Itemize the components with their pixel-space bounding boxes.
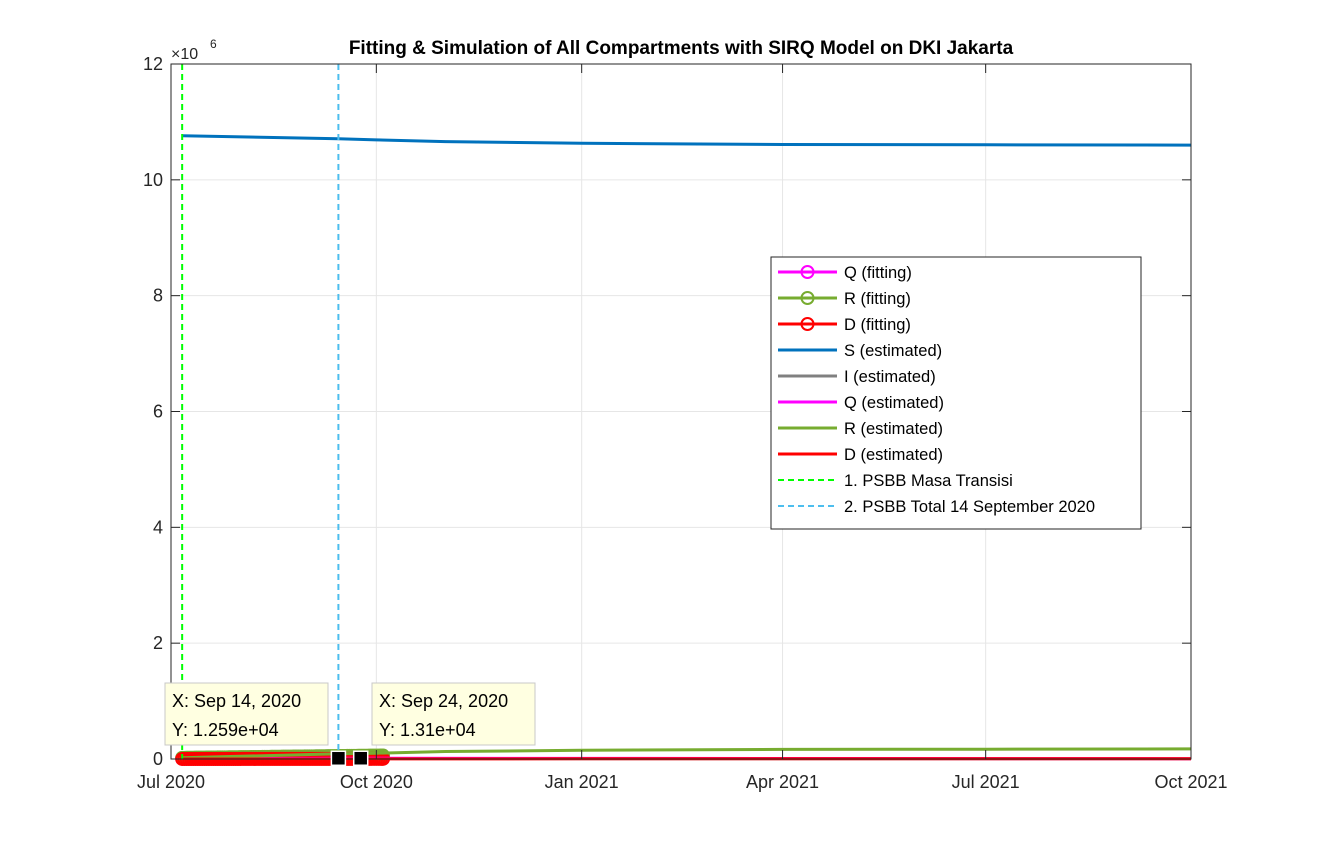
legend-marker-q-fitting: [800, 265, 815, 279]
y-tick-label: 2: [153, 633, 163, 653]
legend-label-q-fitting: Q (fitting): [844, 264, 912, 282]
legend-label-r-estimated: R (estimated): [844, 420, 943, 438]
datatip-y-text: Y: 1.31e+04: [379, 720, 476, 740]
x-tick-label: Jul 2020: [137, 772, 205, 792]
datatip-x-text: X: Sep 24, 2020: [379, 691, 508, 711]
y-tick-label: 4: [153, 517, 163, 537]
datatip-y-text: Y: 1.259e+04: [172, 720, 279, 740]
legend-label-q-estimated: Q (estimated): [844, 394, 944, 412]
y-exponent-label: ×10: [171, 46, 198, 63]
y-tick-label: 8: [153, 286, 163, 306]
y-tick-label: 12: [143, 54, 163, 74]
x-tick-label: Apr 2021: [746, 772, 819, 792]
legend-label-2-psbb-total-14-september-2020: 2. PSBB Total 14 September 2020: [844, 498, 1095, 516]
datatip-marker: [330, 750, 347, 767]
datatip-marker: [352, 750, 369, 766]
legend-marker-r-fitting: [800, 291, 815, 305]
legend-label-s-estimated: S (estimated): [844, 342, 942, 360]
y-tick-label: 10: [143, 170, 163, 190]
datatip-box[interactable]: [164, 682, 329, 746]
legend-label-r-fitting: R (fitting): [844, 290, 911, 308]
datatip-box[interactable]: [371, 682, 536, 746]
x-tick-label: Jul 2021: [952, 772, 1020, 792]
legend-box: [770, 256, 1142, 530]
legend-label-1-psbb-masa-transisi: 1. PSBB Masa Transisi: [844, 472, 1013, 490]
y-tick-label: 0: [153, 749, 163, 769]
axis-ticks: Jul 2020 Oct 2020 Jan 2021 Apr 2021 Jul 2021…: [137, 54, 1228, 792]
legend-label-d-estimated: D (estimated): [844, 446, 943, 464]
legend-label-d-fitting: D (fitting): [844, 316, 911, 334]
legend-label-i-estimated: I (estimated): [844, 368, 936, 386]
x-tick-label: Jan 2021: [545, 772, 619, 792]
y-exponent-power: 6: [210, 37, 217, 51]
x-tick-label: Oct 2021: [1154, 772, 1227, 792]
datatips[interactable]: X: Sep 14, 2020 Y: 1.259e+04 X: Sep 24, 20…: [164, 682, 536, 767]
x-tick-label: Oct 2020: [340, 772, 413, 792]
legend-marker-d-fitting: [800, 317, 815, 331]
datatip-x-text: X: Sep 14, 2020: [172, 691, 301, 711]
chart-title: Fitting & Simulation of All Compartments…: [349, 38, 1014, 59]
legend: Q (fitting) R (fitting) D (fitting) S (esti…: [770, 256, 1142, 530]
y-tick-label: 6: [153, 402, 163, 422]
series-s-estimated: [182, 134, 1192, 147]
